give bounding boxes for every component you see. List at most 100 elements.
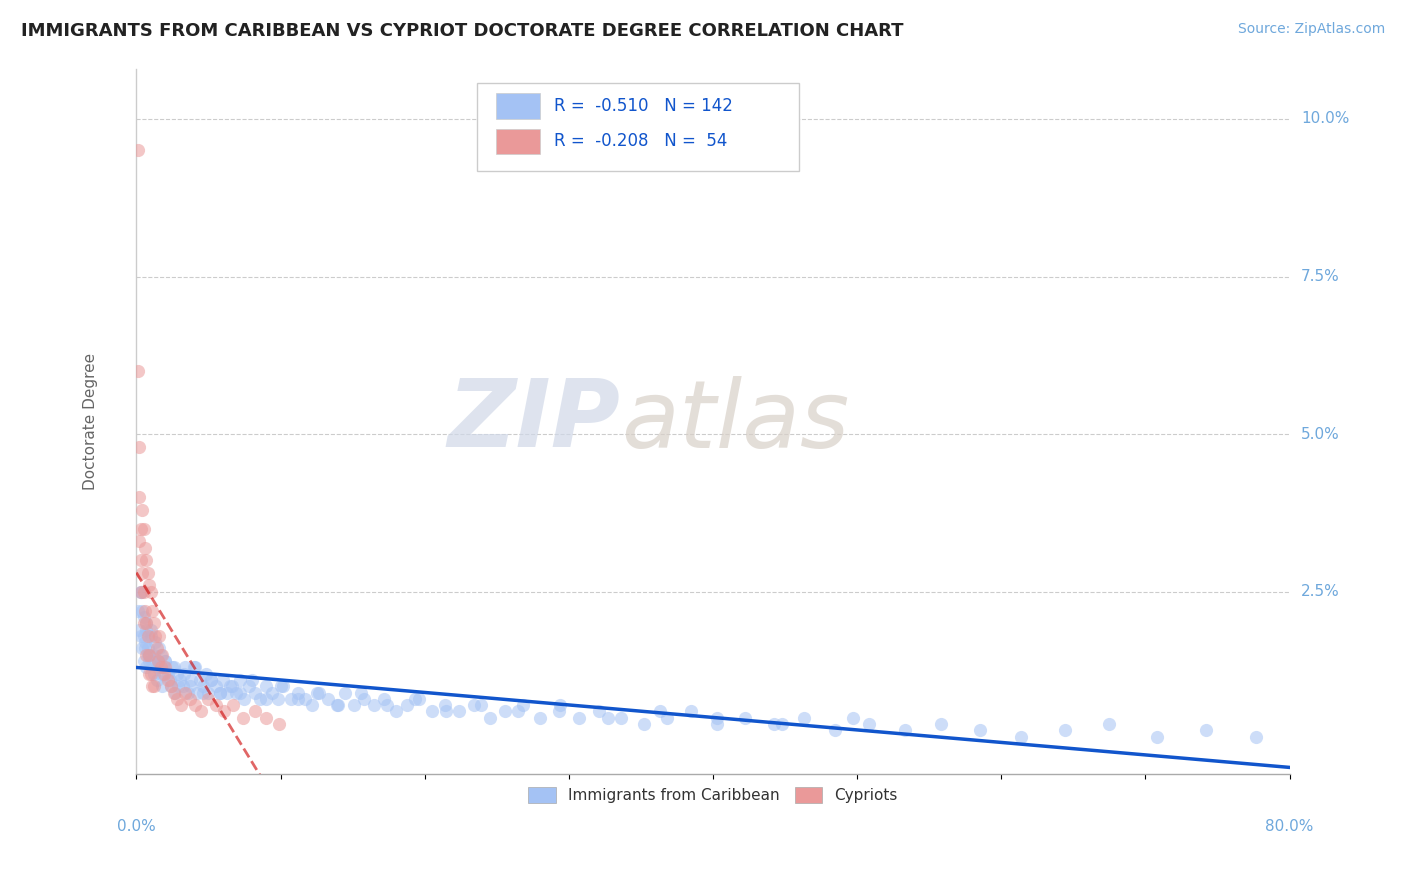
Point — [470, 698, 492, 713]
Point — [1246, 730, 1268, 744]
Point — [214, 705, 236, 719]
Text: 2.5%: 2.5% — [1301, 584, 1340, 599]
Point — [254, 679, 277, 693]
Point — [512, 698, 534, 713]
Point — [350, 685, 373, 699]
Point — [301, 698, 323, 713]
Point — [204, 679, 226, 693]
Point — [508, 705, 530, 719]
Point — [1098, 717, 1121, 731]
Point — [150, 679, 173, 693]
Point — [568, 711, 591, 725]
Point — [335, 685, 357, 699]
Point — [139, 584, 162, 599]
Text: Source: ZipAtlas.com: Source: ZipAtlas.com — [1237, 22, 1385, 37]
Point — [135, 616, 157, 631]
Point — [222, 698, 245, 713]
Point — [139, 666, 162, 681]
Point — [180, 673, 202, 687]
Point — [170, 698, 193, 713]
Point — [138, 648, 160, 662]
Point — [188, 673, 211, 687]
Point — [363, 698, 385, 713]
Point — [165, 685, 187, 699]
Point — [240, 673, 263, 687]
Point — [548, 698, 571, 713]
Point — [134, 641, 156, 656]
Point — [316, 691, 339, 706]
Point — [131, 502, 153, 516]
Point — [260, 685, 283, 699]
Point — [1053, 723, 1076, 738]
Point — [204, 698, 226, 713]
Point — [478, 711, 501, 725]
Point — [1195, 723, 1218, 738]
Point — [163, 660, 186, 674]
Point — [146, 654, 169, 668]
Point — [408, 691, 430, 706]
Point — [136, 648, 159, 662]
Point — [219, 679, 242, 693]
Point — [177, 685, 200, 699]
Point — [141, 604, 163, 618]
Point — [208, 685, 231, 699]
Text: IMMIGRANTS FROM CARIBBEAN VS CYPRIOT DOCTORATE DEGREE CORRELATION CHART: IMMIGRANTS FROM CARIBBEAN VS CYPRIOT DOC… — [21, 22, 904, 40]
Point — [434, 705, 457, 719]
Point — [132, 654, 155, 668]
Point — [132, 522, 155, 536]
Point — [155, 654, 177, 668]
Point — [373, 691, 395, 706]
Point — [186, 685, 208, 699]
Point — [233, 691, 256, 706]
Point — [266, 691, 288, 706]
Point — [1010, 730, 1032, 744]
Point — [142, 666, 165, 681]
Point — [229, 685, 252, 699]
Point — [163, 685, 186, 699]
Point — [294, 691, 316, 706]
Point — [135, 616, 157, 631]
Point — [127, 604, 149, 618]
Point — [793, 711, 815, 725]
Point — [149, 648, 172, 662]
Point — [375, 698, 398, 713]
Point — [162, 660, 184, 674]
Point — [142, 648, 165, 662]
Text: Doctorate Degree: Doctorate Degree — [83, 353, 98, 490]
Point — [232, 711, 254, 725]
Point — [217, 685, 239, 699]
Point — [273, 679, 295, 693]
Point — [134, 541, 156, 555]
Point — [127, 364, 149, 378]
Point — [142, 679, 165, 693]
Point — [148, 660, 170, 674]
Point — [328, 698, 350, 713]
Point — [929, 717, 952, 731]
Point — [152, 660, 174, 674]
Point — [129, 584, 152, 599]
Point — [135, 623, 157, 637]
Point — [681, 705, 703, 719]
Point — [633, 717, 655, 731]
Point — [184, 660, 207, 674]
Point — [172, 679, 194, 693]
Point — [138, 654, 160, 668]
Point — [249, 691, 271, 706]
Point — [129, 553, 152, 567]
Point — [148, 629, 170, 643]
Point — [143, 629, 166, 643]
Point — [404, 691, 426, 706]
Point — [734, 711, 756, 725]
Point — [149, 660, 172, 674]
Point — [191, 685, 214, 699]
Point — [155, 660, 177, 674]
Point — [148, 641, 170, 656]
Point — [184, 698, 207, 713]
Point — [139, 629, 162, 643]
Point — [706, 717, 728, 731]
Point — [174, 660, 197, 674]
Point — [280, 691, 302, 706]
Point — [243, 685, 266, 699]
Point — [183, 660, 205, 674]
Point — [858, 717, 880, 731]
